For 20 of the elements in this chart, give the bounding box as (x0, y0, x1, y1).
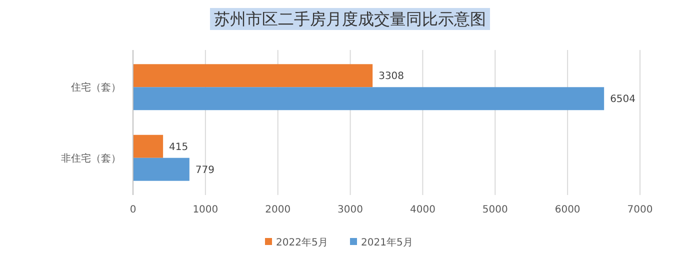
x-tick-label: 4000 (410, 204, 436, 216)
x-tick-label: 1000 (192, 204, 218, 216)
bar (133, 64, 373, 88)
data-label: 6504 (610, 94, 636, 106)
legend-label: 2022年5月 (276, 236, 328, 248)
data-label: 779 (195, 164, 215, 176)
bar (133, 134, 164, 158)
legend-label: 2021年5月 (361, 236, 413, 248)
bar (133, 158, 190, 181)
data-label: 415 (169, 142, 188, 153)
x-tick-label: 6000 (554, 204, 580, 216)
x-tick-label: 2000 (265, 204, 291, 216)
x-tick-label: 7000 (627, 204, 653, 216)
data-label: 3308 (378, 71, 404, 82)
y-tick-label: 非住宅（套） (61, 152, 121, 164)
x-tick-label: 0 (130, 204, 136, 216)
bar (133, 87, 604, 110)
x-tick-label: 3000 (338, 204, 364, 216)
x-tick-label: 5000 (482, 204, 508, 216)
y-tick-label: 住宅（套） (71, 82, 121, 94)
